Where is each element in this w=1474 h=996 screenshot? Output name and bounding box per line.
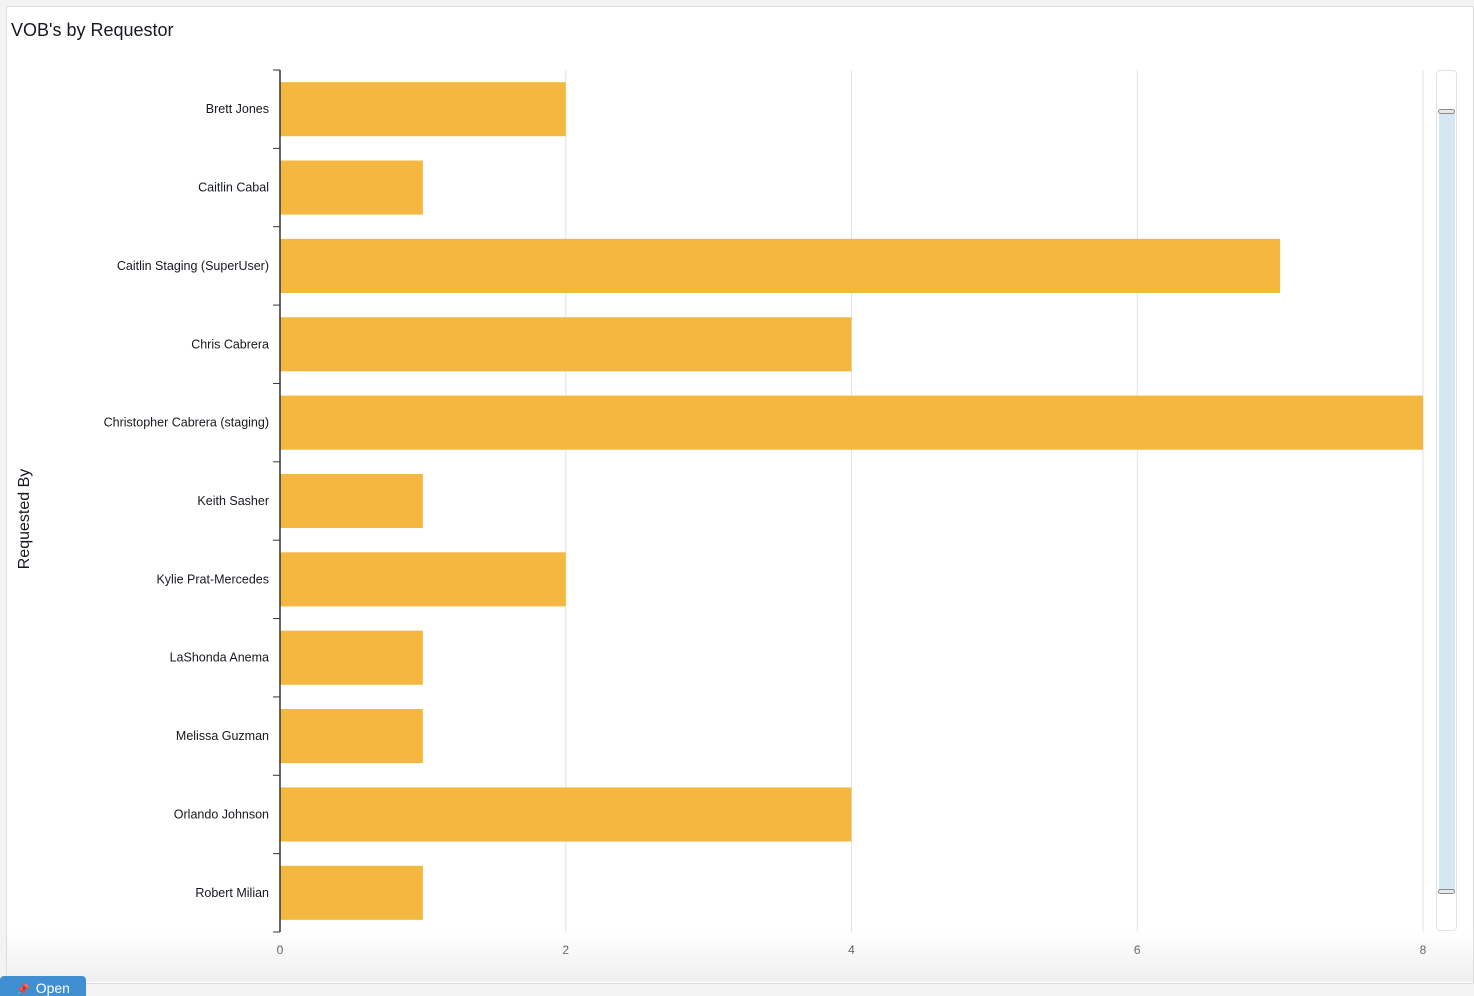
bar[interactable]	[280, 787, 852, 842]
bar[interactable]	[280, 238, 1281, 293]
bar[interactable]	[280, 552, 566, 607]
bar[interactable]	[280, 865, 423, 920]
scrollbar-top-handle[interactable]	[1438, 109, 1455, 114]
bar[interactable]	[280, 709, 423, 764]
y-tick-label: Keith Sasher	[197, 494, 269, 508]
bar[interactable]	[280, 82, 566, 137]
y-tick-label: Orlando Johnson	[174, 807, 269, 821]
bar[interactable]	[280, 473, 423, 529]
y-tick-label: Caitlin Cabal	[198, 181, 269, 195]
y-tick-label: Brett Jones	[206, 102, 269, 116]
x-tick-label: 8	[1420, 943, 1427, 957]
bar[interactable]	[280, 630, 423, 685]
y-tick-label: Caitlin Staging (SuperUser)	[117, 259, 269, 273]
y-axis-label: Requested By	[16, 468, 33, 570]
bar[interactable]	[280, 160, 423, 215]
y-tick-label: LaShonda Anema	[170, 651, 269, 665]
x-tick-label: 4	[848, 943, 855, 957]
x-tick-label: 6	[1134, 943, 1141, 957]
open-button-label: Open	[35, 980, 70, 996]
x-tick-label: 0	[277, 943, 284, 957]
bar[interactable]	[280, 395, 1423, 450]
open-button[interactable]: 📌 Open	[0, 976, 86, 996]
scrollbar-bottom-handle[interactable]	[1438, 889, 1455, 894]
y-tick-label: Robert Milian	[195, 886, 269, 900]
y-tick-label: Christopher Cabrera (staging)	[104, 416, 269, 430]
y-tick-label: Melissa Guzman	[176, 729, 269, 743]
y-tick-label: Kylie Prat-Mercedes	[156, 572, 269, 586]
chart-title: VOB's by Requestor	[11, 20, 174, 40]
pin-icon: 📌	[16, 984, 30, 996]
scrollbar-range[interactable]	[1439, 111, 1455, 892]
x-tick-label: 2	[562, 943, 569, 957]
y-tick-label: Chris Cabrera	[191, 337, 269, 351]
range-scrollbar[interactable]	[1436, 70, 1457, 931]
bar[interactable]	[280, 317, 852, 372]
